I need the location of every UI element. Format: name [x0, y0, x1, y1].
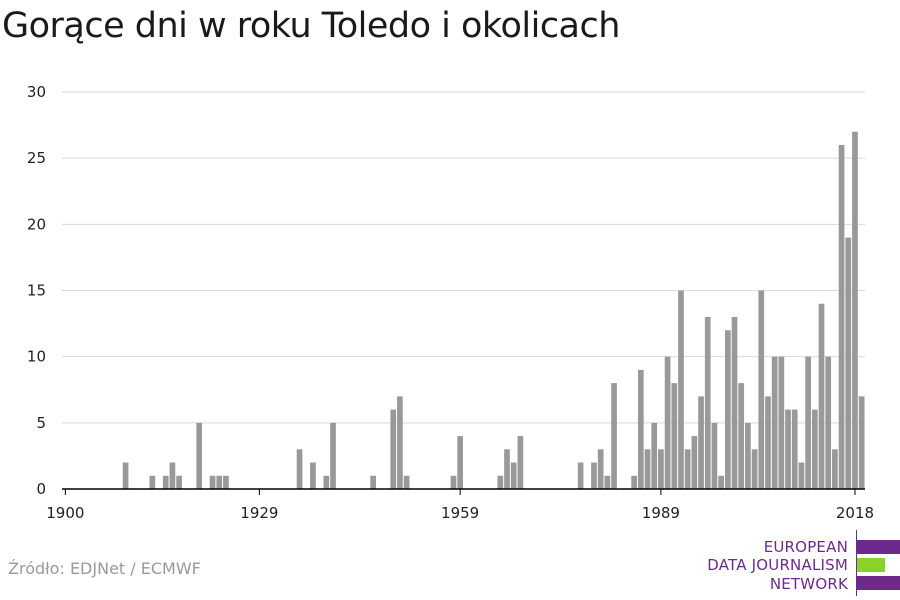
logo-bar-green — [857, 558, 885, 572]
bar-1994 — [691, 436, 698, 489]
bar-1916 — [169, 462, 176, 489]
logo-text-line-3: NETWORK — [769, 575, 848, 593]
x-tick-label: 1959 — [441, 504, 479, 522]
bar-1991 — [671, 383, 678, 489]
y-tick-label: 20 — [27, 215, 46, 233]
y-tick-label: 0 — [36, 480, 46, 498]
bar-2000 — [731, 316, 738, 489]
bar-1989 — [658, 449, 664, 489]
bar-1913 — [149, 475, 156, 489]
bar-1996 — [704, 316, 711, 489]
bar-1998 — [718, 475, 724, 489]
bar-1935 — [296, 449, 303, 489]
bar-1951 — [403, 475, 410, 489]
bar-1966 — [504, 449, 510, 489]
bar-2003 — [751, 449, 758, 489]
bars — [122, 131, 865, 489]
bar-1965 — [497, 475, 504, 489]
bar-1977 — [577, 462, 584, 489]
bar-2017 — [845, 237, 852, 489]
logo-text-line-2: DATA JOURNALISM — [707, 556, 848, 574]
chart-title: Gorące dni w roku Toledo i okolicach — [2, 6, 620, 46]
bar-1985 — [631, 475, 637, 489]
bar-1937 — [310, 462, 316, 489]
bar-1993 — [684, 449, 691, 489]
y-tick-label: 10 — [27, 348, 46, 366]
bar-1917 — [176, 475, 182, 489]
bar-chart: 0 5 10 15 20 25 30 1900 1929 1959 1989 2018 — [27, 83, 874, 522]
edjnet-logo: EUROPEAN DATA JOURNALISM NETWORK — [700, 530, 900, 596]
bar-1967 — [510, 462, 517, 489]
x-tick-label: 2018 — [836, 504, 874, 522]
bar-1949 — [390, 409, 397, 489]
bar-1982 — [611, 383, 617, 489]
bar-2015 — [832, 449, 838, 489]
bar-1922 — [209, 475, 216, 489]
bar-1980 — [597, 449, 604, 489]
bar-1999 — [724, 330, 731, 489]
bar-1979 — [591, 462, 597, 489]
bar-1920 — [196, 422, 203, 489]
logo-bar-purple-top — [857, 540, 900, 554]
bar-1986 — [637, 369, 644, 489]
bar-1995 — [698, 396, 704, 489]
logo-divider — [856, 530, 857, 596]
bar-1992 — [678, 290, 684, 489]
bar-1940 — [330, 422, 336, 489]
bar-1939 — [323, 475, 330, 489]
bar-2001 — [738, 383, 745, 489]
bar-2019 — [858, 396, 865, 489]
bar-1950 — [397, 396, 403, 489]
bar-2016 — [838, 144, 845, 489]
bar-1968 — [517, 436, 524, 489]
bar-1946 — [370, 475, 377, 489]
bar-2005 — [765, 396, 771, 489]
source-note: Źródło: EDJNet / ECMWF — [8, 559, 201, 578]
bar-1988 — [651, 422, 658, 489]
bar-1915 — [162, 475, 169, 489]
y-tick-label: 25 — [27, 149, 46, 167]
bar-1959 — [457, 436, 463, 489]
bar-1923 — [216, 475, 223, 489]
bar-1909 — [122, 462, 129, 489]
bar-1997 — [711, 422, 718, 489]
bar-2006 — [771, 356, 778, 489]
bar-2008 — [785, 409, 791, 489]
bar-2010 — [798, 462, 805, 489]
x-tick-label: 1989 — [642, 504, 680, 522]
y-tick-label: 30 — [27, 83, 46, 101]
bar-2002 — [745, 422, 751, 489]
bar-2012 — [811, 409, 818, 489]
x-axis-ticks: 1900 1929 1959 1989 2018 — [46, 489, 874, 522]
bar-2014 — [825, 356, 832, 489]
bar-1981 — [604, 475, 611, 489]
gridlines — [62, 91, 865, 424]
bar-2011 — [805, 356, 811, 489]
bar-2013 — [818, 303, 825, 489]
y-tick-label: 5 — [36, 414, 46, 432]
bar-2009 — [791, 409, 798, 489]
bar-1990 — [664, 356, 671, 489]
logo-text-line-1: EUROPEAN — [763, 538, 848, 556]
x-tick-label: 1929 — [240, 504, 278, 522]
bar-2004 — [758, 290, 765, 489]
bar-2018 — [852, 131, 858, 489]
bar-1958 — [450, 475, 457, 489]
bar-1924 — [223, 475, 229, 489]
y-tick-label: 15 — [27, 282, 46, 300]
bar-1987 — [644, 449, 651, 489]
x-tick-label: 1900 — [46, 504, 84, 522]
bar-2007 — [778, 356, 785, 489]
logo-bar-purple-bottom — [857, 576, 900, 590]
y-axis-labels: 0 5 10 15 20 25 30 — [27, 83, 46, 498]
